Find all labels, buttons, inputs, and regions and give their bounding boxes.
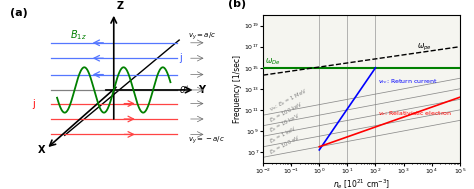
Text: $E_b$ = 10 keV: $E_b$ = 10 keV <box>268 112 302 136</box>
Text: (a): (a) <box>10 8 28 18</box>
Text: $E_b$ = 100 keV: $E_b$ = 100 keV <box>268 100 305 125</box>
Text: $\theta'$: $\theta'$ <box>179 84 189 95</box>
Text: $\omega_{De}$: $\omega_{De}$ <box>265 56 281 67</box>
Text: $v_y = a/c$: $v_y = a/c$ <box>188 31 216 42</box>
Text: Y: Y <box>198 85 205 95</box>
Text: $E_b$ = 100 eV: $E_b$ = 100 eV <box>268 133 302 156</box>
Text: j: j <box>32 99 35 108</box>
X-axis label: $n_e$ [$10^{21}$ cm$^{-3}$]: $n_e$ [$10^{21}$ cm$^{-3}$] <box>333 177 390 189</box>
Text: $v_y = -a/c$: $v_y = -a/c$ <box>188 134 225 146</box>
Text: $v_{rc}$: Return current: $v_{rc}$: Return current <box>378 77 438 86</box>
Text: X: X <box>37 146 45 156</box>
Text: $E_b$ = 1 keV: $E_b$ = 1 keV <box>268 124 299 146</box>
Y-axis label: Frequency [1/sec]: Frequency [1/sec] <box>233 55 242 123</box>
Text: $v_{rc}$: $E_b$ = 1 MeV: $v_{rc}$: $E_b$ = 1 MeV <box>268 87 309 114</box>
Text: $v_e$: Relativistic electron: $v_e$: Relativistic electron <box>378 109 452 118</box>
Text: $\omega_{pe}$: $\omega_{pe}$ <box>417 42 432 53</box>
Text: (b): (b) <box>228 0 246 9</box>
Text: j: j <box>179 53 182 63</box>
Text: Z: Z <box>117 1 124 11</box>
Text: $B_{1z}$: $B_{1z}$ <box>70 28 87 42</box>
